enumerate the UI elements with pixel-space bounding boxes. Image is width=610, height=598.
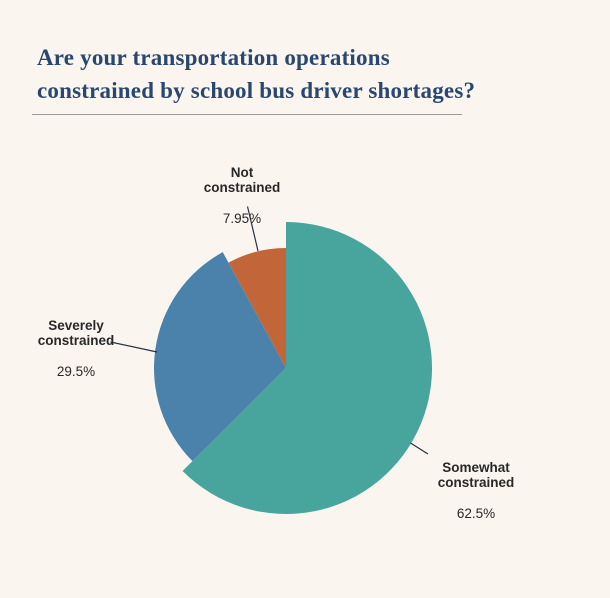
divider-line bbox=[32, 114, 462, 115]
label-somewhat-constrained-pct: 62.5% bbox=[456, 506, 496, 521]
pie-slice-severely-constrained bbox=[153, 252, 286, 462]
label-not-constrained: Not constrained 7.95% bbox=[204, 149, 281, 242]
label-somewhat-constrained-name: Somewhat constrained bbox=[437, 459, 515, 491]
pie-slice-somewhat-constrained bbox=[182, 222, 433, 514]
leader-line-somewhat-constrained bbox=[410, 442, 429, 455]
chart-title-line2: constrained by school bus driver shortag… bbox=[37, 78, 476, 103]
label-severely-constrained-name: Severely constrained bbox=[37, 317, 115, 349]
pie-slice-not-constrained bbox=[228, 248, 286, 368]
chart-title: Are your transportation operations const… bbox=[37, 41, 577, 107]
label-not-constrained-name: Not constrained bbox=[203, 164, 281, 196]
leader-line-severely-constrained bbox=[110, 341, 158, 353]
leader-line-not-constrained bbox=[246, 206, 259, 252]
label-severely-constrained: Severely constrained 29.5% bbox=[38, 302, 115, 395]
chart-title-line1: Are your transportation operations bbox=[37, 45, 390, 70]
label-severely-constrained-pct: 29.5% bbox=[56, 364, 96, 379]
label-not-constrained-pct: 7.95% bbox=[222, 211, 262, 226]
label-somewhat-constrained: Somewhat constrained 62.5% bbox=[438, 444, 515, 537]
